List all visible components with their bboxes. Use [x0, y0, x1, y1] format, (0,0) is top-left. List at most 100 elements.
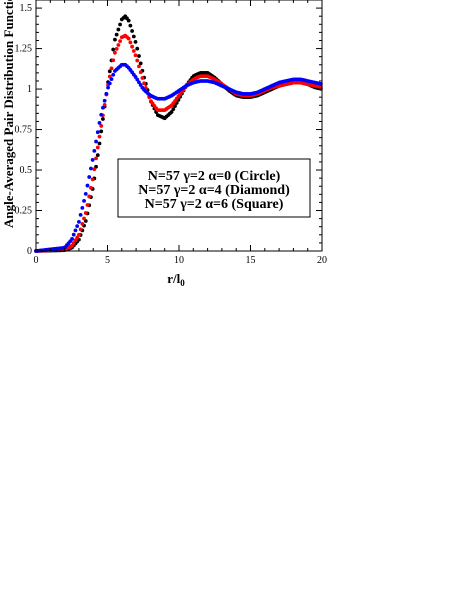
data-point [111, 58, 116, 63]
data-point [135, 77, 140, 82]
x-tick-label: 15 [246, 255, 256, 266]
data-point [137, 80, 141, 85]
data-point [138, 83, 143, 87]
data-point [89, 186, 93, 190]
data-point [85, 203, 90, 207]
data-point [106, 85, 110, 90]
x-tick-label: 5 [105, 255, 110, 266]
data-point [85, 183, 90, 188]
x-tick-label: 0 [34, 255, 39, 266]
data-point [73, 238, 78, 243]
data-point [99, 124, 104, 128]
data-point [131, 34, 136, 39]
data-point [113, 37, 117, 42]
data-point [116, 43, 121, 47]
data-point [73, 228, 78, 233]
y-axis-label: Angle-Averaged Pair Distribution Functio… [1, 0, 16, 228]
legend: N=57 γ=2 α=0 (Circle)N=57 γ=2 α=4 (Diamo… [117, 158, 311, 218]
data-point [75, 235, 80, 240]
x-tick-label: 10 [174, 255, 184, 266]
data-point [173, 104, 177, 108]
data-point [109, 77, 114, 81]
data-point [135, 46, 140, 51]
data-point [75, 224, 80, 229]
x-tick-label: 20 [317, 255, 327, 266]
data-point [142, 81, 147, 86]
y-tick-label: 1.5 [20, 3, 33, 14]
data-point [114, 32, 119, 37]
data-point [130, 29, 135, 33]
data-point [102, 98, 107, 103]
data-point [126, 18, 131, 23]
y-tick-label: 0.25 [15, 206, 33, 217]
data-point [92, 148, 97, 153]
data-point [138, 70, 143, 75]
data-point [140, 76, 145, 80]
axes-layer: 0 5 10 15 20 0 0.25 0.5 0.75 1 1.25 1.5 [15, 0, 327, 266]
data-point [83, 191, 88, 196]
data-point [113, 50, 117, 55]
data-point [171, 107, 176, 112]
data-point [99, 129, 104, 134]
legend-entry: N=57 γ=2 α=0 (Circle) [148, 169, 281, 184]
data-point [97, 141, 102, 146]
data-point [78, 227, 83, 232]
data-point [101, 105, 105, 110]
data-point [94, 139, 98, 144]
data-point [71, 232, 76, 237]
data-point [90, 158, 95, 162]
data-point [71, 241, 76, 245]
data-point [94, 156, 98, 161]
data-point [90, 177, 95, 182]
data-point [128, 23, 133, 28]
data-point [97, 134, 102, 139]
series-2 [34, 33, 323, 253]
y-tick-label: 0.75 [15, 125, 33, 136]
data-point [97, 120, 102, 125]
data-point [95, 130, 100, 135]
y-tick-label: 0 [27, 246, 32, 257]
data-point [130, 44, 135, 49]
y-tick-label: 0.5 [20, 165, 33, 176]
data-point [70, 243, 74, 248]
data-point [118, 22, 122, 27]
data-point [116, 27, 121, 32]
data-point [89, 166, 93, 171]
data-point [133, 53, 138, 58]
data-point [137, 64, 141, 69]
data-point [70, 237, 74, 241]
data-point [111, 47, 116, 52]
data-point [128, 40, 133, 45]
data-point [118, 39, 122, 44]
data-point [82, 216, 86, 221]
data-point [138, 61, 143, 66]
data-point [131, 49, 136, 53]
y-tick-label: 1 [27, 84, 32, 95]
data-point [77, 219, 81, 224]
data-point [77, 232, 81, 237]
legend-box [117, 158, 311, 218]
data-point [80, 205, 85, 210]
data-point [133, 40, 138, 44]
data-point [82, 198, 86, 203]
data-point [126, 36, 131, 41]
data-point [87, 194, 92, 199]
data-point [135, 58, 140, 63]
data-point [95, 145, 100, 150]
legend-entry: N=57 γ=2 α=6 (Square) [145, 197, 284, 212]
data-point [137, 54, 141, 58]
data-point [78, 212, 83, 217]
data-point [114, 47, 119, 51]
data-point [101, 117, 105, 121]
data-point [104, 91, 109, 96]
x-axis-label: r/l0 [167, 271, 185, 288]
data-point [107, 69, 112, 74]
data-point [99, 112, 104, 117]
data-point [109, 66, 114, 71]
y-tick-label: 1.25 [15, 44, 33, 55]
data-point [95, 153, 100, 158]
data-point [169, 110, 174, 114]
data-point [107, 81, 112, 86]
data-point [92, 167, 97, 172]
